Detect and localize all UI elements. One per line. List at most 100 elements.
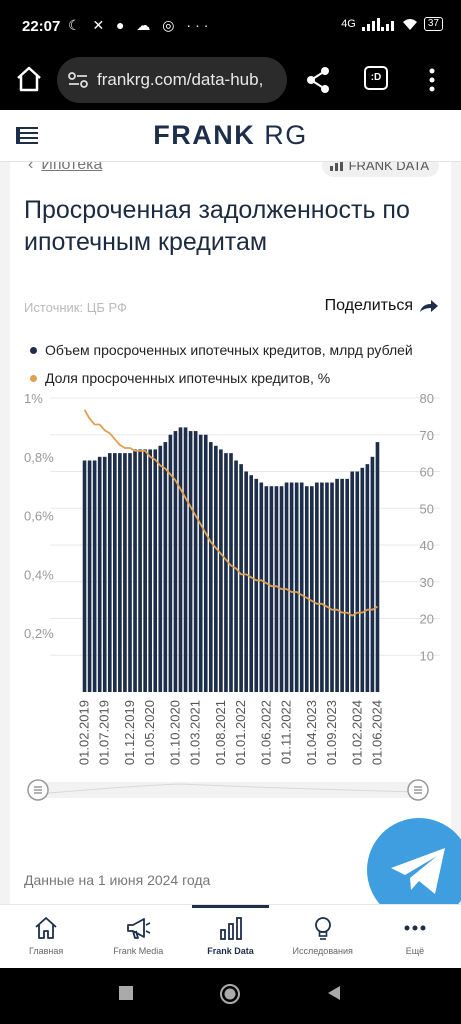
chart-bar [264, 486, 269, 692]
system-navigation-bar [0, 968, 461, 1024]
site-settings-icon[interactable] [67, 71, 89, 89]
status-bar: 22:07 ☾ ✕ ● ☁ ◎ ··· 4G 37 [0, 0, 461, 52]
site-header: FRANK RG [0, 110, 461, 162]
right-axis-tick-label: 70 [420, 428, 434, 443]
chart-bar [284, 482, 289, 692]
nav-label-research: Исследования [292, 946, 353, 956]
chart-bar [309, 486, 314, 692]
nav-item-research[interactable]: Исследования [277, 905, 369, 968]
nav-item-frank-media[interactable]: Frank Media [92, 905, 184, 968]
site-logo[interactable]: FRANK RG [0, 120, 461, 151]
nav-item-home[interactable]: Главная [0, 905, 92, 968]
left-axis-tick-label: 0,6% [24, 509, 54, 524]
x-axis-tick-label: 01.05.2020 [142, 700, 157, 765]
chart-bar [138, 449, 142, 692]
nav-label-frank-media: Frank Media [113, 946, 164, 956]
lightbulb-icon [314, 917, 331, 940]
left-axis-tick-label: 0,2% [24, 626, 54, 641]
frank-data-badge[interactable]: FRANK DATA [321, 162, 439, 177]
url-text: frankrg.com/data-hub, [97, 70, 264, 89]
megaphone-icon [127, 918, 151, 939]
x-axis-tick-label: 01.10.2020 [167, 700, 182, 765]
chart-bar [274, 486, 279, 692]
share-arrow-icon [420, 300, 438, 312]
chart-bar [320, 482, 324, 692]
x-axis-tick-label: 01.11.2022 [279, 700, 294, 764]
tabs-button[interactable]: :D [364, 66, 388, 90]
logo-bold: FRANK [153, 120, 256, 150]
chart-bar [173, 431, 178, 692]
chart-bar [102, 456, 107, 692]
more-icon [404, 925, 426, 931]
overflow-menu-icon[interactable] [424, 66, 440, 94]
x-axis-tick-label: 01.04.2023 [304, 700, 319, 765]
legend-item-share[interactable]: Доля просроченных ипотечных кредитов, % [30, 370, 330, 386]
left-axis-tick-label: 0,4% [24, 567, 54, 582]
share-line-series [83, 409, 378, 617]
nav-label-more: Ещё [405, 946, 425, 956]
chart-bar [330, 482, 334, 692]
home-icon [35, 917, 57, 939]
status-right: 4G 37 [341, 17, 443, 31]
right-axis-tick-label: 80 [420, 391, 434, 406]
x-axis-tick-label: 01.06.2024 [369, 700, 384, 765]
chart-bar [325, 482, 329, 692]
hamburger-menu-icon[interactable] [16, 126, 38, 146]
telegram-icon [391, 848, 445, 894]
chart-bar [259, 482, 264, 692]
chart-bar [375, 442, 380, 692]
chart-bar [183, 427, 188, 692]
breadcrumb-link[interactable]: Ипотека [41, 162, 103, 173]
x-axis-tick-label: 01.07.2019 [97, 700, 112, 765]
chart-bar [87, 460, 92, 692]
chart-bar [203, 434, 208, 692]
breadcrumb[interactable]: ‹ Ипотека [28, 162, 102, 174]
back-icon[interactable] [326, 985, 342, 1001]
chart-bar [82, 460, 87, 692]
wifi-icon [402, 19, 417, 30]
home-circle-icon[interactable] [219, 983, 241, 1005]
nav-item-frank-data[interactable]: Frank Data [184, 905, 276, 968]
chart-bar [350, 471, 355, 692]
x-axis-tick-label: 01.09.2023 [324, 700, 339, 765]
chart-bar [365, 464, 370, 692]
chart-bar [158, 445, 163, 692]
legend-dot-share [30, 374, 37, 382]
mortgage-delinquency-chart[interactable]: 80 70 60 50 40 30 20 10 1% 0,8% 0,6% 0,4% 0,2% 01.02.… [10, 386, 451, 826]
chart-bar [188, 431, 193, 692]
data-date-note: Данные на 1 июня 2024 года [24, 872, 211, 888]
bar-chart-icon [329, 162, 343, 171]
bar-chart-icon [219, 917, 242, 940]
legend-item-volume[interactable]: Объем просроченных ипотечных кредитов, м… [30, 342, 413, 358]
chart-bar [214, 445, 218, 692]
chart-bar [123, 453, 127, 692]
chart-bar [193, 431, 198, 692]
chart-bar [198, 434, 203, 692]
chart-bar [340, 478, 344, 692]
right-axis-tick-label: 60 [420, 465, 434, 480]
range-navigator-track [38, 782, 418, 798]
home-icon[interactable] [14, 64, 44, 94]
chart-bar [360, 467, 365, 692]
chart-bar [178, 427, 183, 692]
share-label: Поделиться [324, 297, 413, 314]
recents-icon[interactable] [118, 985, 134, 1001]
chart-bar [335, 478, 339, 692]
signal-icon [361, 18, 394, 31]
chart-bar [239, 464, 243, 692]
right-axis-tick-label: 20 [420, 612, 434, 627]
right-axis-tick-label: 30 [420, 575, 434, 590]
address-bar[interactable]: frankrg.com/data-hub, [57, 57, 287, 103]
logo-light: RG [255, 120, 308, 150]
nav-label-frank-data: Frank Data [207, 946, 254, 956]
legend-label-volume: Объем просроченных ипотечных кредитов, м… [45, 342, 413, 358]
x-axis-tick-label: 01.08.2021 [213, 700, 228, 765]
nav-item-more[interactable]: Ещё [369, 905, 461, 968]
share-button[interactable]: Поделиться [325, 297, 439, 315]
legend-label-share: Доля просроченных ипотечных кредитов, % [45, 370, 331, 386]
chart-bar [355, 471, 360, 692]
share-icon[interactable] [303, 65, 333, 95]
chart-bar [294, 482, 299, 692]
page-title: Просроченная задолженность по ипотечным … [24, 196, 410, 256]
notification-icons: ☾ ✕ ● ☁ ◎ ··· [68, 17, 213, 33]
